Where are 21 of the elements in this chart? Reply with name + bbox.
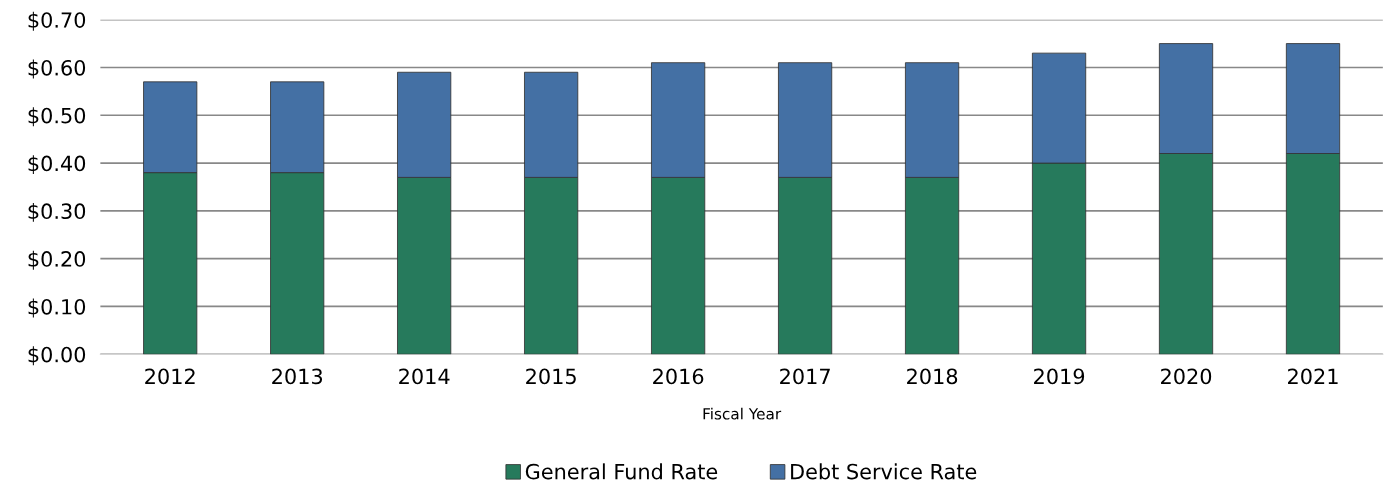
y-tick-label: $0.40 bbox=[28, 155, 86, 175]
y-tick-label: $0.10 bbox=[28, 298, 86, 318]
x-tick-label: 2019 bbox=[1034, 368, 1085, 385]
x-tick-label: 2015 bbox=[526, 368, 576, 385]
x-tick-label: 2021 bbox=[1288, 368, 1338, 385]
y-tick-label: $0.60 bbox=[28, 59, 86, 79]
x-tick-label: 2020 bbox=[1161, 368, 1212, 385]
x-tick-label: 2018 bbox=[907, 368, 958, 385]
x-axis-title: Fiscal Year bbox=[703, 407, 782, 420]
x-tick-label: 2013 bbox=[272, 368, 323, 385]
legend-label: Debt Service Rate bbox=[791, 463, 977, 480]
x-tick-label: 2017 bbox=[780, 368, 830, 385]
y-tick-label: $0.20 bbox=[28, 250, 86, 270]
x-tick-label: 2016 bbox=[653, 368, 704, 385]
y-tick-label: $0.30 bbox=[28, 202, 86, 222]
y-tick-label: $0.70 bbox=[28, 11, 86, 31]
x-tick-label: 2012 bbox=[145, 368, 195, 385]
y-tick-label: $0.00 bbox=[28, 346, 86, 366]
legend-label: General Fund Rate bbox=[525, 463, 718, 480]
y-tick-label: $0.50 bbox=[28, 107, 86, 127]
x-tick-label: 2014 bbox=[399, 368, 450, 385]
